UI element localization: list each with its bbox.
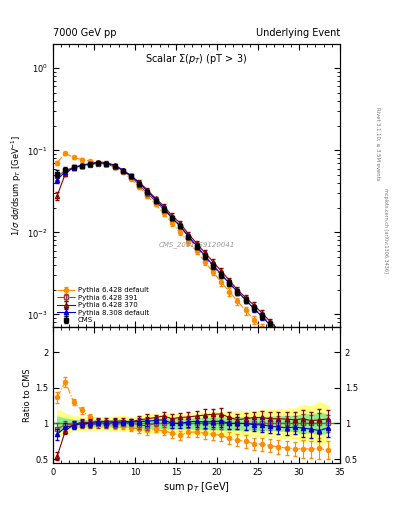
Text: Scalar $\Sigma(p_T)$ (pT > 3): Scalar $\Sigma(p_T)$ (pT > 3) — [145, 52, 248, 66]
Text: Underlying Event: Underlying Event — [256, 28, 340, 38]
Y-axis label: 1/$\sigma$ d$\sigma$/dsum p$_T$ [GeV$^{-1}$]: 1/$\sigma$ d$\sigma$/dsum p$_T$ [GeV$^{-… — [10, 135, 24, 236]
Legend: Pythia 6.428 default, Pythia 6.428 391, Pythia 6.428 370, Pythia 8.308 default, : Pythia 6.428 default, Pythia 6.428 391, … — [56, 286, 151, 325]
Text: mcplots.cern.ch [arXiv:1306.3436]: mcplots.cern.ch [arXiv:1306.3436] — [384, 188, 388, 273]
Text: Rivet 3.1.10; ≥ 3.5M events: Rivet 3.1.10; ≥ 3.5M events — [375, 106, 380, 180]
Y-axis label: Ratio to CMS: Ratio to CMS — [23, 369, 32, 422]
Text: 7000 GeV pp: 7000 GeV pp — [53, 28, 117, 38]
X-axis label: sum p$_T$ [GeV]: sum p$_T$ [GeV] — [163, 480, 230, 494]
Text: CMS_2011_S9120041: CMS_2011_S9120041 — [158, 242, 235, 248]
